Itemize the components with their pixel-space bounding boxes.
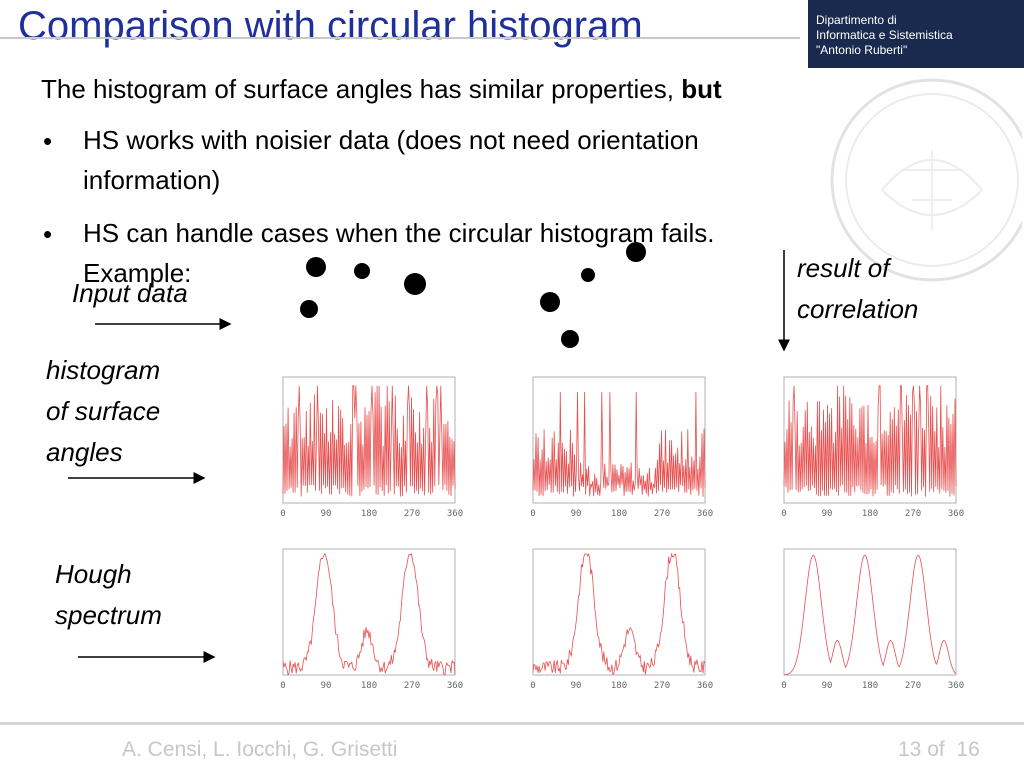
axis-tick-label: 360 <box>697 509 713 519</box>
axis-tick-label: 360 <box>447 681 463 691</box>
plot-svg: 0 90 180 270 360 <box>530 548 713 691</box>
histogram-line-1: histogram <box>46 355 161 385</box>
axis-tick-label: 0 <box>781 681 786 691</box>
bullet-1-text: HS works with noisier data (does not nee… <box>83 120 699 200</box>
bullet-2-line-2: Example: <box>83 258 192 288</box>
label-result-of-correlation: result of correlation <box>797 248 918 330</box>
bullet-1-line-2: information) <box>83 165 221 195</box>
axis-tick-label: 0 <box>280 681 285 691</box>
scan-2-points <box>540 242 646 348</box>
hough-plot-1: 0 90 180 270 360 <box>275 545 465 693</box>
axis-tick-label: 90 <box>321 509 332 519</box>
plot-curve <box>783 385 957 497</box>
histogram-plot-1: 0 90 180 270 360 <box>275 373 465 521</box>
plot-frame <box>783 376 957 504</box>
plot-curve <box>532 552 706 676</box>
label-input-data: Input data <box>72 278 188 308</box>
axis-tick-label: 360 <box>948 509 964 519</box>
university-seal-watermark <box>830 78 1022 282</box>
plot-svg: 0 90 180 270 360 <box>280 548 463 691</box>
axis-tick-label: 360 <box>697 681 713 691</box>
axis-tick-label: 0 <box>530 509 535 519</box>
axis-tick-label: 180 <box>361 509 377 519</box>
footer-rule <box>0 722 1024 725</box>
histogram-plot-3: 0 90 180 270 360 <box>776 373 966 521</box>
axis-tick-label: 270 <box>905 681 921 691</box>
plot-svg: 0 90 180 270 360 <box>280 376 463 519</box>
page-of: of <box>927 738 945 761</box>
axis-tick-label: 90 <box>571 681 582 691</box>
axis-tick-label: 360 <box>447 509 463 519</box>
department-logo: Dipartimento di Informatica e Sistemisti… <box>808 0 1024 68</box>
axis-tick-label: 0 <box>781 509 786 519</box>
bullet-symbol-2: • <box>43 219 53 249</box>
hough-plot-3: 0 90 180 270 360 <box>776 545 966 693</box>
logo-line-3: "Antonio Ruberti" <box>816 43 908 57</box>
axis-tick-label: 180 <box>611 509 627 519</box>
plot-curve <box>783 554 957 676</box>
plot-frame <box>282 548 456 676</box>
bullet-2-text: HS can handle cases when the circular hi… <box>83 213 715 293</box>
label-hough-spectrum: Hough spectrum <box>55 554 162 636</box>
scan-1-points <box>300 257 426 318</box>
label-histogram: histogram of surface angles <box>46 350 160 473</box>
axis-tick-label: 180 <box>361 681 377 691</box>
bullet-2-line-1: HS can handle cases when the circular hi… <box>83 218 715 248</box>
footer-page-number: 13 of 16 <box>898 738 980 762</box>
title-underline <box>0 37 800 39</box>
plot-curve <box>282 385 456 497</box>
axis-tick-label: 360 <box>948 681 964 691</box>
plot-svg: 0 90 180 270 360 <box>781 548 964 691</box>
histogram-line-3: angles <box>46 437 123 467</box>
bullet-1-line-1: HS works with noisier data (does not nee… <box>83 125 699 155</box>
axis-tick-label: 180 <box>611 681 627 691</box>
logo-line-2: Informatica e Sistemistica <box>816 28 953 42</box>
axis-tick-label: 270 <box>404 509 420 519</box>
slide-title: Comparison with circular histogram <box>18 4 643 48</box>
plot-frame <box>783 548 957 676</box>
plot-svg: 0 90 180 270 360 <box>781 376 964 519</box>
plot-frame <box>532 548 706 676</box>
plot-curve <box>282 553 456 676</box>
page-current: 13 <box>898 738 922 761</box>
axis-tick-label: 270 <box>905 509 921 519</box>
plot-curve <box>532 391 706 497</box>
plot-frame <box>282 376 456 504</box>
axis-tick-label: 90 <box>321 681 332 691</box>
intro-text: The histogram of surface angles has simi… <box>41 74 674 104</box>
result-line-2: correlation <box>797 294 919 324</box>
histogram-plot-2: 0 90 180 270 360 <box>525 373 715 521</box>
axis-tick-label: 90 <box>571 509 582 519</box>
axis-tick-label: 180 <box>862 681 878 691</box>
page-total: 16 <box>956 738 980 761</box>
plot-svg: 0 90 180 270 360 <box>530 376 713 519</box>
histogram-line-2: of surface <box>46 396 161 426</box>
intro-sentence: The histogram of surface angles has simi… <box>41 74 722 105</box>
axis-tick-label: 0 <box>530 681 535 691</box>
logo-line-1: Dipartimento di <box>816 13 897 27</box>
axis-tick-label: 90 <box>822 509 833 519</box>
axis-tick-label: 270 <box>404 681 420 691</box>
plot-frame <box>532 376 706 504</box>
axis-tick-label: 270 <box>654 681 670 691</box>
axis-tick-label: 90 <box>822 681 833 691</box>
hough-line-2: spectrum <box>55 600 162 630</box>
hough-line-1: Hough <box>55 559 132 589</box>
bullet-symbol-1: • <box>43 126 53 156</box>
axis-tick-label: 180 <box>862 509 878 519</box>
footer-authors: A. Censi, L. Iocchi, G. Grisetti <box>122 738 398 761</box>
result-line-1: result of <box>797 253 890 283</box>
axis-tick-label: 0 <box>280 509 285 519</box>
hough-plot-2: 0 90 180 270 360 <box>525 545 715 693</box>
axis-tick-label: 270 <box>654 509 670 519</box>
intro-bold: but <box>681 74 722 104</box>
